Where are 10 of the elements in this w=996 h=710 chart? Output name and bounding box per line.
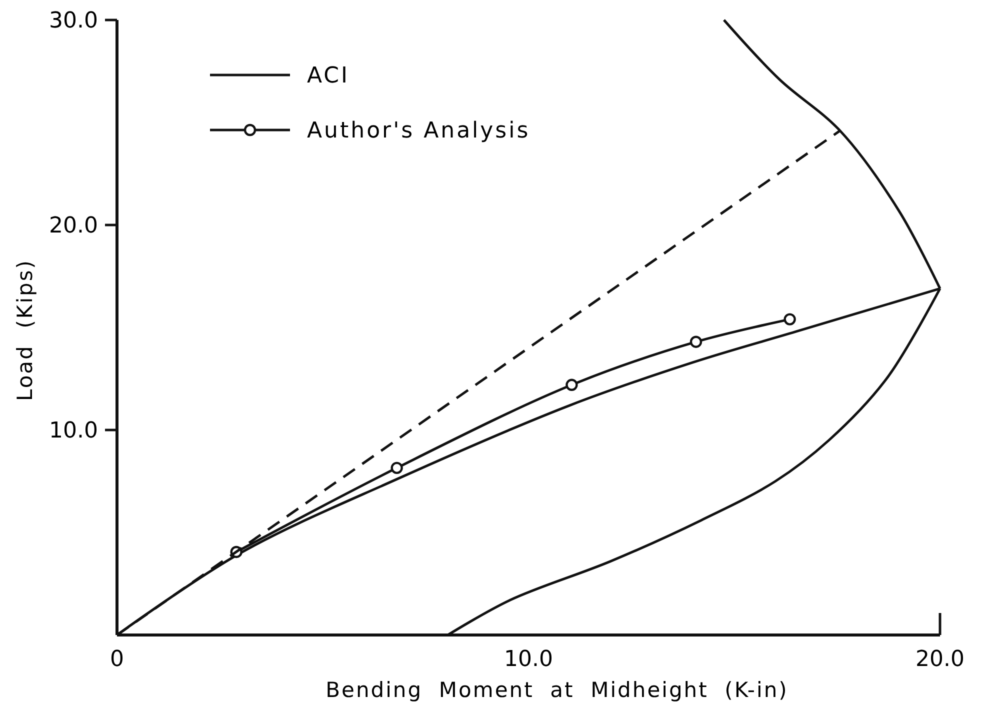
y-axis-title: Load (Kips) xyxy=(13,259,37,401)
x-tick-label: 0 xyxy=(110,647,124,672)
x-tick-label: 10.0 xyxy=(504,647,553,672)
y-tick-label: 10.0 xyxy=(49,418,98,444)
y-tick-label: 30.0 xyxy=(49,8,98,34)
y-tick-label: 20.0 xyxy=(49,214,98,239)
x-axis-title: Bending Moment at Midheight (K-in) xyxy=(326,678,788,702)
x-tick-label: 20.0 xyxy=(916,647,964,672)
legend-label: Author's Analysis xyxy=(307,118,530,144)
legend-label: ACI xyxy=(307,64,350,89)
